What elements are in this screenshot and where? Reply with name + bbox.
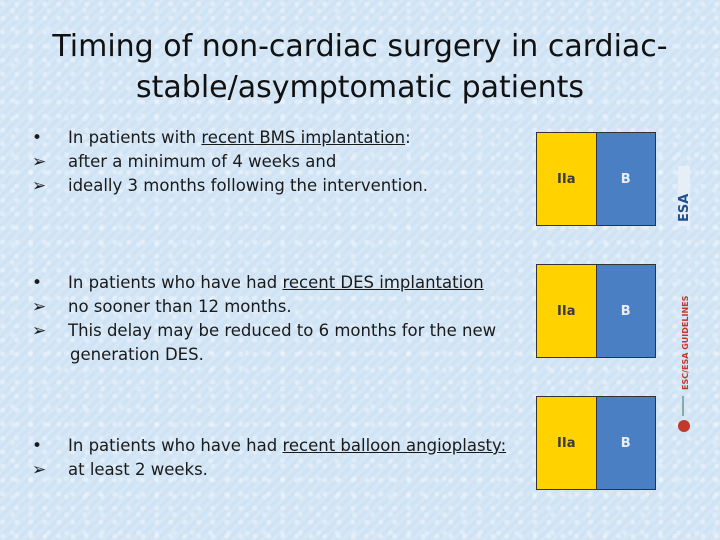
arrow-bullet-icon: ➢: [32, 152, 47, 172]
section-des: • In patients who have had recent DES im…: [30, 271, 496, 367]
lead-underlined: recent balloon angioplasty:: [282, 436, 507, 455]
lead-text: In patients who have had: [68, 273, 283, 292]
lead-underlined: recent BMS implantation: [201, 128, 406, 147]
point-continuation: generation DES.: [70, 345, 204, 364]
recommendation-box-balloon: IIa B: [536, 396, 656, 490]
arrow-bullet-icon: ➢: [32, 321, 47, 341]
lead-text: In patients who have had: [68, 436, 283, 455]
arrow-bullet-icon: ➢: [32, 176, 47, 196]
point-line: ➢ at least 2 weeks.: [30, 458, 506, 482]
guidelines-banner: ESC/ESA GUIDELINES: [678, 295, 690, 432]
title-line-2: stable/asymptomatic patients: [136, 70, 584, 105]
arrow-bullet-icon: ➢: [32, 297, 47, 317]
bullet-icon: •: [32, 436, 43, 456]
society-seal-icon: [678, 420, 690, 432]
point-line: ➢ ideally 3 months following the interve…: [30, 174, 428, 198]
class-cell: IIa: [537, 133, 597, 225]
class-cell: IIa: [537, 397, 597, 489]
title-line-1: Timing of non-cardiac surgery in cardiac…: [52, 29, 668, 64]
section-bms: • In patients with recent BMS implantati…: [30, 126, 428, 198]
lead-line: • In patients who have had recent balloo…: [30, 434, 506, 458]
point-text: after a minimum of 4 weeks and: [68, 152, 337, 171]
guidelines-text: ESC/ESA GUIDELINES: [681, 295, 690, 390]
point-text: at least 2 weeks.: [68, 460, 208, 479]
level-cell: B: [596, 133, 655, 225]
section-balloon: • In patients who have had recent balloo…: [30, 434, 506, 482]
bullet-icon: •: [32, 128, 43, 148]
arrow-bullet-icon: ➢: [32, 460, 47, 480]
point-line: ➢ no sooner than 12 months.: [30, 295, 496, 319]
recommendation-box-bms: IIa B: [536, 132, 656, 226]
lead-line: • In patients who have had recent DES im…: [30, 271, 496, 295]
class-cell: IIa: [537, 265, 597, 357]
point-text: no sooner than 12 months.: [68, 297, 292, 316]
point-text: ideally 3 months following the intervent…: [68, 176, 429, 195]
lead-text: In patients with: [68, 128, 202, 147]
level-cell: B: [596, 397, 655, 489]
point-line: ➢ after a minimum of 4 weeks and: [30, 150, 428, 174]
recommendation-box-des: IIa B: [536, 264, 656, 358]
esa-logo: ESA: [677, 166, 692, 226]
lead-underlined: recent DES implantation: [282, 273, 484, 292]
lead-line: • In patients with recent BMS implantati…: [30, 126, 428, 150]
point-text: This delay may be reduced to 6 months fo…: [68, 321, 497, 340]
level-cell: B: [596, 265, 655, 357]
slide-title: Timing of non-cardiac surgery in cardiac…: [40, 26, 680, 108]
esa-logo-text: ESA: [677, 194, 692, 222]
bullet-icon: •: [32, 273, 43, 293]
lead-tail: :: [405, 128, 411, 147]
point-line: ➢ This delay may be reduced to 6 months …: [30, 319, 496, 343]
